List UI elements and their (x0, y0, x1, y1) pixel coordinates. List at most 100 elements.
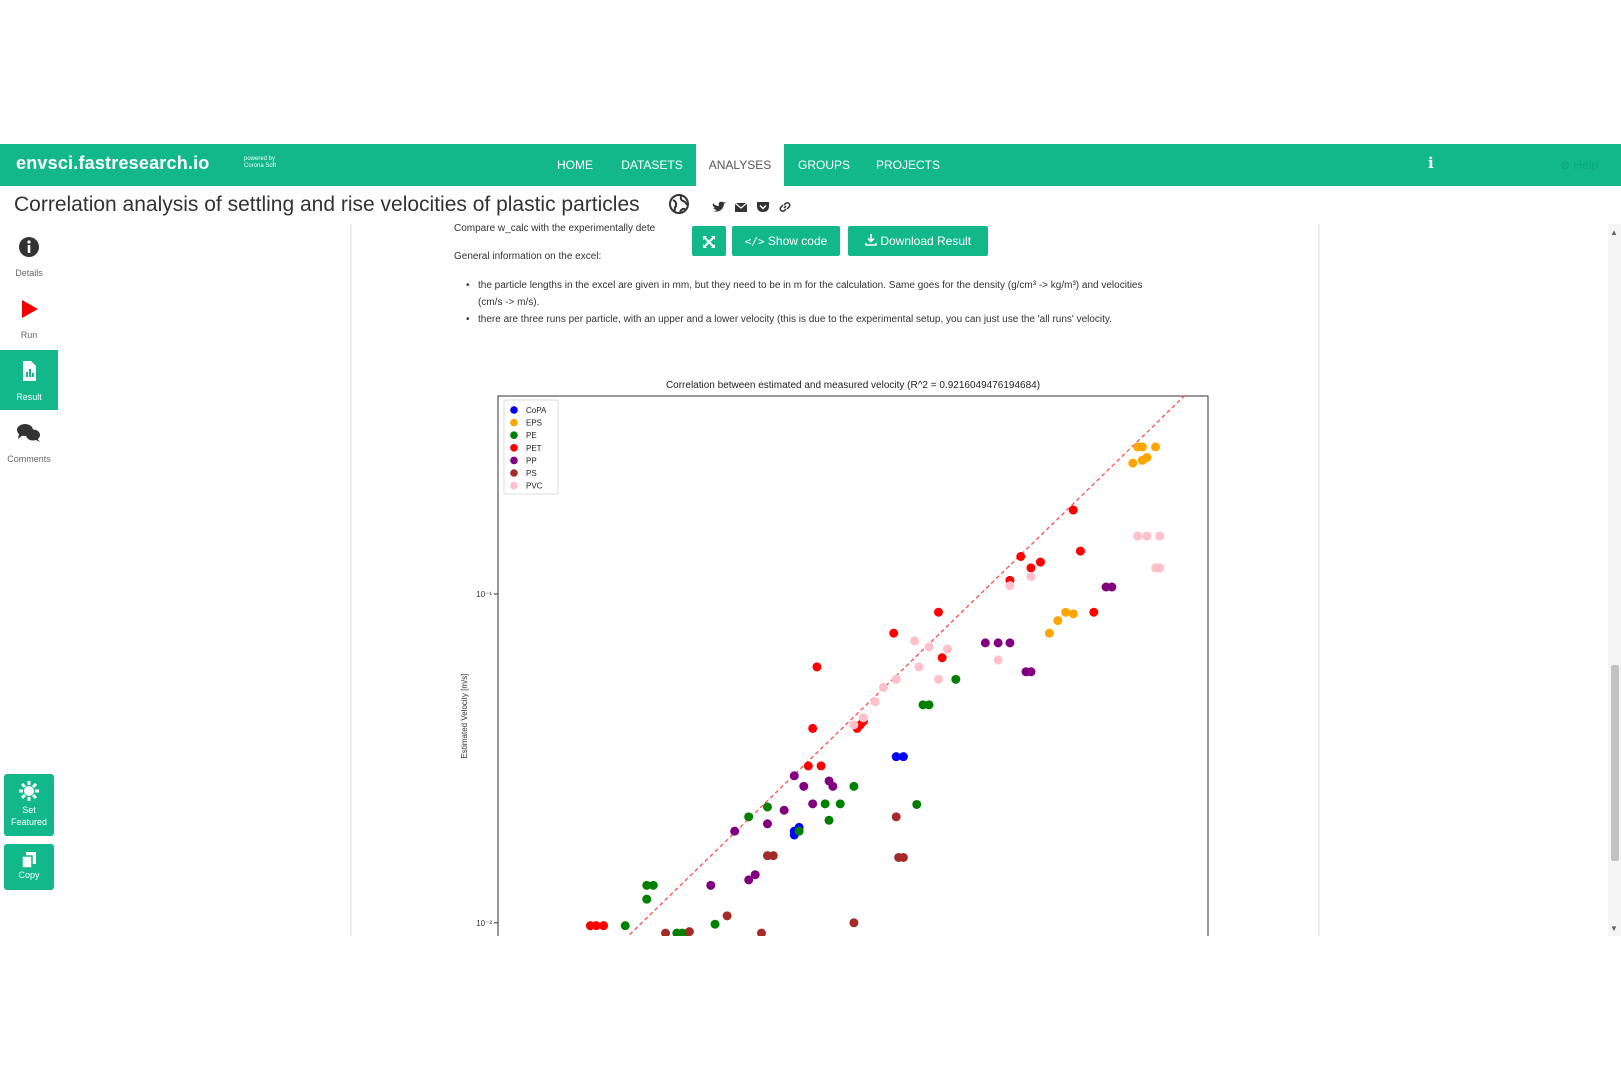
data-point-pp (779, 805, 789, 815)
data-point-pvc (1133, 531, 1143, 541)
title-row: Correlation analysis of settling and ris… (0, 186, 1621, 224)
info-circle-icon (19, 237, 39, 257)
data-point-pe (762, 802, 772, 812)
show-code-label: Show code (767, 234, 828, 248)
data-point-pvc (934, 674, 944, 684)
data-point-pvc (891, 674, 901, 684)
data-point-pet (889, 628, 899, 638)
comments-icon (17, 424, 40, 442)
info-icon[interactable]: i (1428, 154, 1434, 172)
data-point-pet (937, 653, 947, 663)
download-result-label: Download Result (880, 234, 972, 248)
legend-label-pe: PE (526, 431, 537, 440)
data-point-pe (924, 700, 934, 710)
data-point-eps (1137, 442, 1147, 452)
sidebar-item-details[interactable]: Details (0, 226, 58, 286)
content-line-1: Compare w_calc with the experimentally d… (454, 223, 656, 234)
data-point-ps (849, 918, 859, 928)
sidebar-item-label: Details (15, 268, 43, 278)
content-left-border (350, 224, 352, 936)
bullet-1-text: the particle lengths in the excel are gi… (478, 280, 1143, 291)
data-point-pvc (870, 697, 880, 707)
sidebar-item-run[interactable]: Run (0, 288, 58, 348)
data-point-pvc (858, 713, 868, 723)
content-right-border (1318, 224, 1320, 936)
data-point-pe (642, 880, 652, 890)
legend-marker-ps (510, 469, 518, 477)
data-point-pet (599, 921, 609, 931)
play-icon (22, 300, 38, 318)
data-point-pvc (910, 636, 920, 646)
set-featured-label: Set Featured (10, 805, 48, 827)
show-code-button[interactable]: </> Show code (732, 226, 840, 256)
scroll-up-icon[interactable]: ▲ (1610, 228, 1618, 237)
copy-button[interactable]: Copy (4, 844, 54, 890)
scrollbar-thumb[interactable] (1611, 665, 1619, 861)
data-point-pp (993, 638, 1003, 648)
data-point-pet (803, 761, 813, 771)
legend-label-pet: PET (526, 444, 542, 453)
nav-home[interactable]: HOME (557, 158, 593, 172)
scroll-down-icon[interactable]: ▼ (1610, 924, 1618, 933)
download-icon (865, 234, 877, 246)
set-featured-button[interactable]: Set Featured (4, 774, 54, 836)
download-result-button[interactable]: Download Result (848, 226, 988, 256)
globe-icon[interactable] (668, 193, 690, 215)
data-point-eps (1061, 607, 1071, 617)
data-point-pe (648, 880, 658, 890)
legend-marker-copa (510, 406, 518, 414)
legend-label-pvc: PVC (526, 482, 543, 491)
legend-marker-pvc (510, 481, 518, 490)
data-point-copa (898, 752, 908, 762)
data-point-eps (1142, 453, 1152, 463)
powered-by-label: powered by Corona Soft (244, 156, 277, 169)
page-bottom-blank (0, 936, 1621, 1080)
data-point-pet (812, 662, 822, 672)
data-point-pe (710, 919, 720, 929)
bullet-dot: • (466, 280, 470, 291)
data-point-pvc (1155, 563, 1165, 573)
sidebar-item-result[interactable]: Result (0, 350, 58, 410)
sidebar-item-label: Run (20, 330, 38, 340)
twitter-icon[interactable] (712, 200, 726, 214)
mail-icon[interactable] (734, 200, 748, 214)
sidebar-item-label: Comments (7, 454, 51, 464)
data-point-eps (1053, 616, 1063, 626)
data-point-pp (744, 875, 754, 885)
legend-marker-pp (510, 456, 518, 465)
data-point-pet (1068, 505, 1078, 515)
file-icon (23, 361, 36, 381)
bullet-1-text-cont: (cm/s -> m/s). (478, 297, 540, 308)
data-point-pe (744, 812, 754, 822)
page-title: Correlation analysis of settling and ris… (14, 193, 640, 216)
help-circle-icon: ⊘ (1560, 158, 1574, 172)
sidebar-item-comments[interactable]: Comments (0, 412, 58, 472)
legend-label-ps: PS (526, 469, 537, 478)
brand-logo[interactable]: envsci.fastresearch.io (16, 153, 210, 173)
data-point-pp (762, 819, 772, 829)
data-point-pe (912, 799, 922, 809)
copy-icon (21, 852, 36, 869)
help-link[interactable]: ⊘ Help (1560, 158, 1598, 172)
data-point-pp (799, 781, 809, 791)
nav-projects[interactable]: PROJECTS (875, 158, 940, 172)
nav-datasets[interactable]: DATASETS (621, 158, 683, 172)
data-point-pp (1005, 638, 1015, 648)
bullet-dot: • (466, 314, 470, 325)
data-point-pvc (924, 642, 934, 652)
chart-title: Correlation between estimated and measur… (666, 380, 1040, 391)
nav-analyses[interactable]: ANALYSES (696, 144, 784, 186)
data-point-pp (808, 799, 818, 809)
fullscreen-button[interactable] (692, 226, 726, 256)
scatter-plot: Correlation between estimated and measur… (460, 380, 1209, 936)
reference-line (627, 394, 1187, 936)
nav-groups[interactable]: GROUPS (797, 158, 850, 172)
plot-frame (497, 395, 1209, 936)
pocket-icon[interactable] (756, 200, 770, 214)
data-point-pe (951, 674, 961, 684)
link-icon[interactable] (778, 200, 792, 214)
expand-icon (703, 235, 715, 248)
data-point-pet (1016, 552, 1026, 562)
data-point-ps (768, 851, 778, 861)
data-point-eps (1151, 442, 1161, 452)
